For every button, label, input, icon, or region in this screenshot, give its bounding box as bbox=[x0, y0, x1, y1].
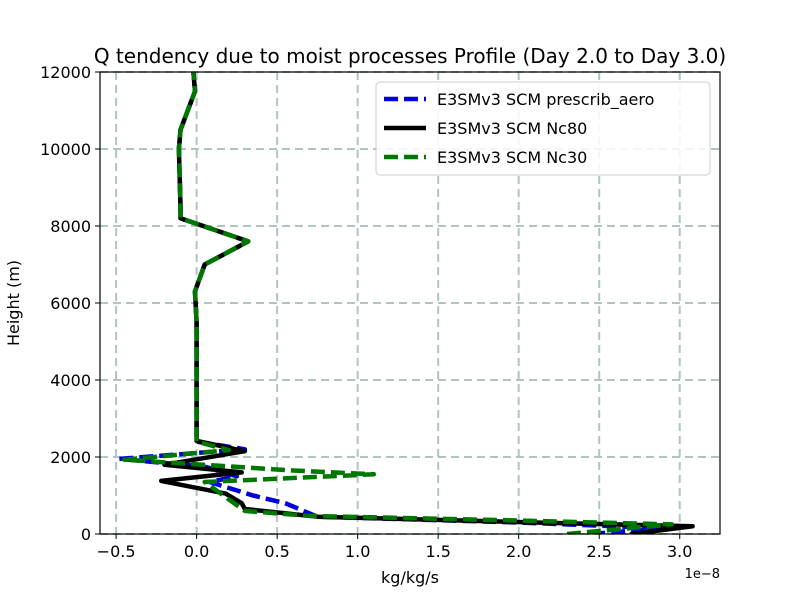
legend: E3SMv3 SCM prescrib_aero E3SMv3 SCM Nc80 E… bbox=[375, 81, 711, 176]
legend-frame bbox=[375, 81, 711, 176]
legend-label: E3SMv3 SCM Nc80 bbox=[437, 119, 587, 138]
legend-label: E3SMv3 SCM Nc30 bbox=[437, 148, 587, 167]
x-tick-label: 2.0 bbox=[506, 542, 531, 561]
plot-series bbox=[117, 72, 695, 534]
x-tick-label: 2.5 bbox=[586, 542, 611, 561]
series-line-1 bbox=[117, 72, 666, 534]
y-tick-label: 2000 bbox=[50, 448, 91, 467]
y-tick-label: 12000 bbox=[40, 63, 91, 82]
x-tick-label: 1.5 bbox=[425, 542, 450, 561]
y-tick-label: 6000 bbox=[50, 294, 91, 313]
y-tick-label: 0 bbox=[81, 525, 91, 544]
x-tick-label: 3.0 bbox=[667, 542, 692, 561]
x-tick-label: 0.0 bbox=[184, 542, 209, 561]
legend-label: E3SMv3 SCM prescrib_aero bbox=[437, 90, 654, 110]
series-line-3 bbox=[121, 72, 674, 534]
axis-ticks: −0.5 0.0 0.5 1.0 1.5 2.0 2.5 3.0 0 2000 4000 6000 80… bbox=[40, 63, 692, 561]
y-tick-label: 10000 bbox=[40, 140, 91, 159]
grid bbox=[100, 71, 720, 535]
x-tick-label: 0.5 bbox=[264, 542, 289, 561]
x-tick-label: −0.5 bbox=[97, 542, 136, 561]
x-axis-label: kg/kg/s bbox=[381, 568, 439, 587]
y-tick-label: 4000 bbox=[50, 371, 91, 390]
chart-title: Q tendency due to moist processes Profil… bbox=[94, 44, 726, 68]
x-axis-offset-label: 1e−8 bbox=[685, 567, 720, 582]
y-tick-label: 8000 bbox=[50, 217, 91, 236]
x-tick-label: 1.0 bbox=[345, 542, 370, 561]
y-axis-label: Height (m) bbox=[4, 260, 23, 346]
